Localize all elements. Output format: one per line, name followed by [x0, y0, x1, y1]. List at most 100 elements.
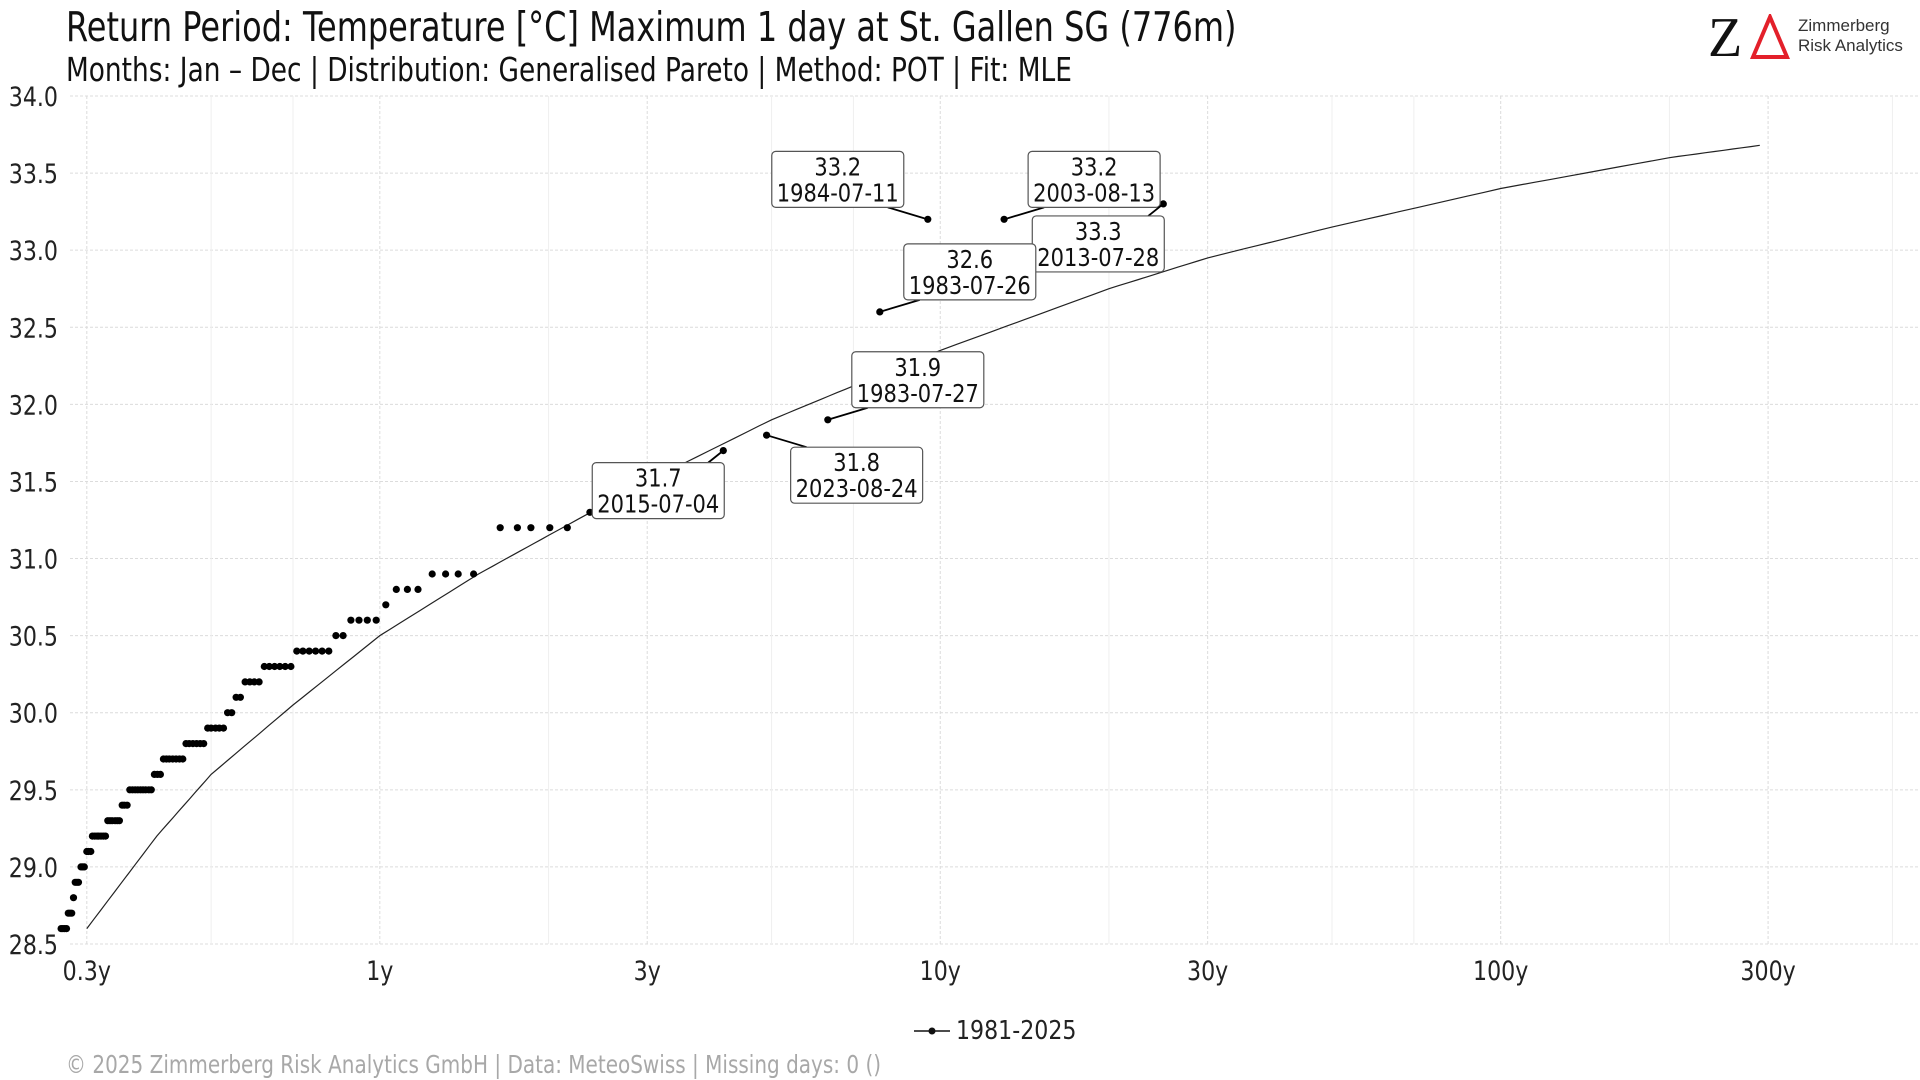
- annotation-value: 33.2: [814, 154, 861, 182]
- x-tick-label: 100y: [1473, 955, 1528, 987]
- data-point: [428, 570, 436, 578]
- x-tick-label: 300y: [1740, 955, 1795, 987]
- data-point: [382, 601, 390, 609]
- data-point: [332, 632, 340, 640]
- annotation-date: 2015-07-04: [597, 491, 719, 519]
- annotation-leader: [827, 406, 869, 421]
- legend-swatch-icon: [914, 1027, 950, 1035]
- annotation-box: [1027, 150, 1161, 208]
- y-tick-label: 29.0: [9, 852, 58, 884]
- data-point: [392, 585, 400, 594]
- annotation-value: 31.7: [635, 465, 682, 493]
- footer-credit: © 2025 Zimmerberg Risk Analytics GmbH | …: [66, 1050, 882, 1079]
- x-tick-label: 30y: [1187, 955, 1228, 987]
- annotation-value: 33.2: [1071, 154, 1118, 182]
- legend-label: 1981-2025: [956, 1016, 1077, 1046]
- data-point: [77, 863, 85, 871]
- annotation-date: 2013-07-28: [1037, 244, 1159, 272]
- annotation-date: 1983-07-27: [857, 380, 979, 408]
- logo-triangle-icon: [1750, 14, 1790, 59]
- chart-subtitle: Months: Jan – Dec | Distribution: Genera…: [66, 50, 1072, 89]
- data-point: [527, 524, 535, 532]
- data-point: [232, 693, 240, 701]
- x-tick-label: 1y: [366, 955, 393, 987]
- data-point: [546, 524, 554, 532]
- y-tick-label: 30.0: [9, 698, 58, 730]
- x-tick-label: 0.3y: [63, 955, 111, 987]
- data-point: [347, 616, 355, 624]
- data-point: [293, 647, 301, 655]
- annotation-leader: [879, 298, 921, 313]
- y-tick-label: 33.5: [9, 158, 58, 190]
- annotations: 33.21984-07-1133.22003-08-1333.32013-07-…: [591, 150, 1165, 520]
- data-point: [414, 585, 422, 594]
- grid-lines: [70, 95, 1920, 945]
- data-point: [763, 431, 771, 439]
- y-tick-label: 31.0: [9, 543, 58, 575]
- annotation-leader: [887, 206, 929, 221]
- annotation-box: [591, 462, 725, 520]
- data-point: [224, 709, 232, 717]
- data-point: [260, 662, 268, 671]
- data-point: [403, 585, 411, 594]
- annotation-leader: [766, 434, 807, 449]
- data-points: [57, 200, 1167, 933]
- annotation-box: [771, 150, 905, 208]
- axis-labels: 28.5 29.0 29.5 30.0 30.5 31.0 31.5 32.0 32.5 33.0…: [9, 81, 1796, 987]
- logo-line2: Risk Analytics: [1798, 36, 1903, 55]
- data-point: [339, 632, 347, 640]
- data-point: [372, 616, 380, 624]
- data-point: [265, 662, 273, 671]
- annotation-date: 1984-07-11: [777, 180, 899, 208]
- annotation-date: 2023-08-24: [796, 476, 918, 504]
- data-point: [104, 817, 112, 825]
- annotation-leader: [707, 449, 724, 464]
- data-point: [271, 662, 279, 671]
- y-tick-label: 34.0: [9, 81, 58, 113]
- annotation-value: 32.6: [946, 246, 993, 274]
- data-point: [454, 570, 462, 578]
- company-logo: Z Zimmerberg Risk Analytics: [1708, 10, 1908, 66]
- data-point: [276, 662, 284, 671]
- chart-title: Return Period: Temperature [°C] Maximum …: [66, 3, 1237, 51]
- data-point: [57, 925, 65, 933]
- data-point: [318, 647, 326, 655]
- x-tick-label: 10y: [920, 955, 961, 987]
- y-tick-label: 28.5: [9, 929, 58, 961]
- y-tick-label: 32.5: [9, 312, 58, 344]
- fit-curve: [86, 144, 1760, 929]
- data-point: [287, 662, 295, 671]
- data-point: [325, 647, 333, 655]
- data-point: [69, 894, 78, 902]
- annotation-box: [903, 243, 1037, 301]
- data-point: [442, 570, 450, 578]
- data-point: [924, 215, 932, 223]
- logo-mark: Z: [1708, 7, 1743, 69]
- y-tick-label: 32.0: [9, 389, 58, 421]
- data-point: [241, 678, 249, 686]
- data-point: [496, 524, 504, 532]
- data-point: [150, 770, 158, 779]
- annotation-date: 2003-08-13: [1033, 180, 1155, 208]
- annotation-box: [851, 351, 985, 409]
- data-point: [305, 647, 313, 655]
- data-point: [159, 755, 167, 763]
- logo-line1: Zimmerberg: [1798, 16, 1890, 35]
- data-point: [513, 524, 522, 532]
- data-point: [355, 616, 363, 624]
- data-point: [299, 647, 307, 655]
- data-point: [470, 570, 478, 578]
- logo-text: Zimmerberg Risk Analytics: [1798, 16, 1903, 56]
- y-tick-label: 30.5: [9, 620, 58, 652]
- data-point: [824, 416, 832, 424]
- annotation-value: 31.9: [894, 354, 941, 382]
- data-point: [182, 740, 190, 748]
- annotation-leader: [1003, 206, 1045, 221]
